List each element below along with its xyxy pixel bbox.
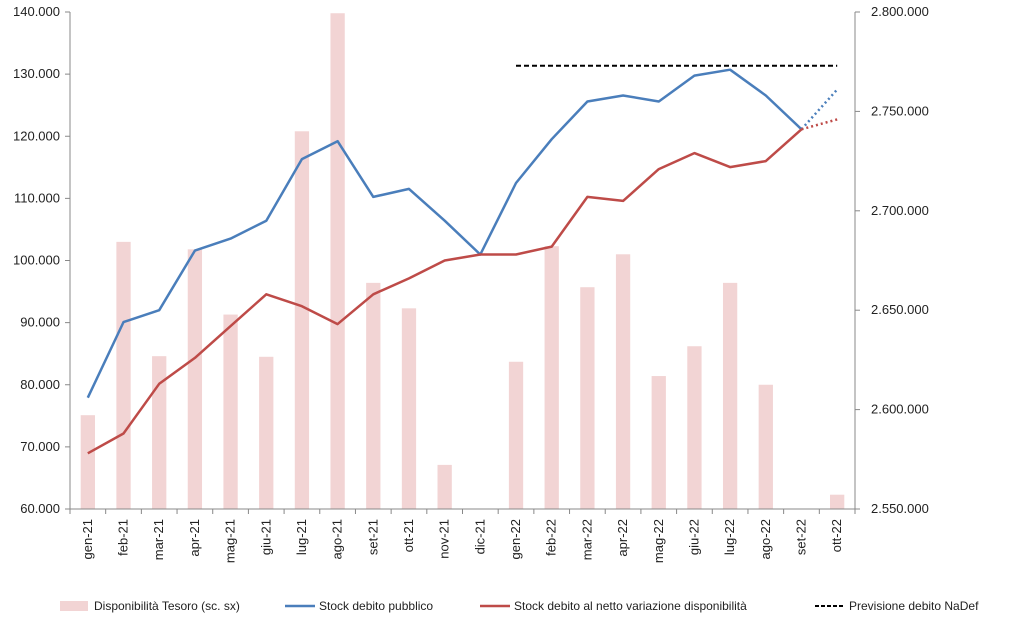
bar-feb-21 xyxy=(116,241,131,510)
left-tick-label: 110.000 xyxy=(14,190,60,205)
bar-ago-22 xyxy=(758,384,773,509)
bars-layer xyxy=(80,13,845,510)
x-tick-label: mag-22 xyxy=(651,519,666,563)
series-line-stock-debito-pubblico xyxy=(86,68,803,399)
right-tick-label: 2.650.000 xyxy=(871,302,929,317)
left-tick-label: 120.000 xyxy=(13,128,60,143)
x-tick-label: ott-21 xyxy=(401,519,416,552)
right-tick-label: 2.700.000 xyxy=(871,203,929,218)
x-tick-label: lug-21 xyxy=(294,519,309,555)
left-tick-label: 100.000 xyxy=(13,253,60,268)
right-tick-label: 2.600.000 xyxy=(871,402,929,417)
x-tick-label: nov-21 xyxy=(437,519,452,559)
legend-swatch-disponibilita-tesoro-sc-sx xyxy=(60,601,88,611)
x-tick-label: mag-21 xyxy=(223,519,238,563)
left-tick-label: 140.000 xyxy=(13,4,60,19)
legend-label-disponibilita-tesoro-sc-sx: Disponibilità Tesoro (sc. sx) xyxy=(94,599,240,613)
x-tick-label: gen-21 xyxy=(80,519,95,559)
bar-mar-22 xyxy=(580,287,595,509)
bar-set-21 xyxy=(366,282,381,509)
legend: Disponibilità Tesoro (sc. sx) Stock debit… xyxy=(60,599,979,613)
right-tick-label: 2.750.000 xyxy=(871,103,929,118)
bar-nov-21 xyxy=(437,464,452,509)
left-tick-label: 90.000 xyxy=(20,315,60,330)
x-tick-label: feb-22 xyxy=(544,519,559,556)
series-forecast-stock-debito-al-netto-variazione-disponibilita xyxy=(801,118,838,131)
left-tick-label: 80.000 xyxy=(20,377,60,392)
x-tick-label: ott-22 xyxy=(829,519,844,552)
bar-ott-22 xyxy=(830,494,845,509)
left-tick-label: 70.000 xyxy=(20,439,60,454)
bar-apr-21 xyxy=(187,249,203,509)
x-tick-label: dic-21 xyxy=(472,519,487,554)
legend-label-previsione-debito-nadef: Previsione debito NaDef xyxy=(849,599,979,613)
bar-lug-22 xyxy=(722,282,738,509)
x-tick-label: apr-21 xyxy=(187,519,202,557)
lines-layer xyxy=(86,64,839,455)
x-tick-label: gen-22 xyxy=(508,519,523,559)
x-tick-label: ago-22 xyxy=(758,519,773,559)
series-line-stock-debito-al-netto-variazione-disponibilita xyxy=(87,128,803,455)
x-tick-label: set-21 xyxy=(365,519,380,555)
x-tick-label: set-22 xyxy=(793,519,808,555)
legend-label-stock-debito-al-netto-variazione-disponibilita: Stock debito al netto variazione disponi… xyxy=(514,599,747,613)
right-tick-label: 2.800.000 xyxy=(871,4,929,19)
x-tick-label: giu-21 xyxy=(258,519,273,555)
bar-gen-22 xyxy=(508,361,524,509)
legend-label-stock-debito-pubblico: Stock debito pubblico xyxy=(319,599,433,613)
bar-mag-21 xyxy=(223,314,238,509)
bar-ott-21 xyxy=(401,308,417,509)
axes-layer: 60.000 70.000 80.000 90.000 100.000 110.000 12… xyxy=(13,4,929,516)
bar-ago-21 xyxy=(330,13,345,510)
bar-lug-21 xyxy=(294,131,310,509)
left-tick-label: 60.000 xyxy=(20,501,60,516)
bar-gen-21 xyxy=(80,415,95,509)
right-tick-label: 2.550.000 xyxy=(871,501,929,516)
x-tick-label: lug-22 xyxy=(722,519,737,555)
x-tick-label: mar-22 xyxy=(579,519,594,560)
bar-feb-22 xyxy=(544,246,559,509)
left-tick-label: 130.000 xyxy=(13,66,60,81)
bar-mag-22 xyxy=(651,376,666,509)
bar-giu-21 xyxy=(259,356,274,509)
series-forecast-stock-debito-pubblico xyxy=(800,88,839,131)
x-tick-label: feb-21 xyxy=(116,519,131,556)
bar-mar-21 xyxy=(152,356,167,509)
x-tick-label: apr-22 xyxy=(615,519,630,557)
x-tick-labels: gen-21 feb-21 mar-21 apr-21 mag-21 giu-21 lug-… xyxy=(69,509,856,563)
x-tick-label: ago-21 xyxy=(330,519,345,559)
bar-apr-22 xyxy=(615,254,631,509)
bar-giu-22 xyxy=(687,346,702,509)
x-tick-label: giu-22 xyxy=(686,519,701,555)
x-tick-label: mar-21 xyxy=(151,519,166,560)
